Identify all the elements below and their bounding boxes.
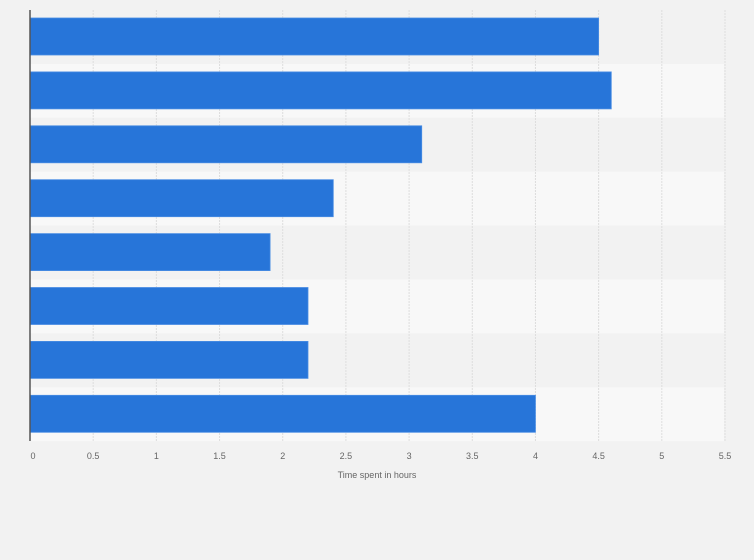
x-tick-label: 1.5 [213, 451, 226, 461]
bars [29, 17, 612, 433]
bar[interactable] [29, 179, 334, 218]
x-tick-label: 3.5 [466, 451, 479, 461]
x-axis-ticks: 0 0.5 1 1.5 2 2.5 3 3.5 4 4.5 5 5.5 [30, 451, 731, 461]
x-tick-label: 0 [30, 451, 35, 461]
bar[interactable] [29, 340, 309, 379]
x-tick-label: 5.5 [719, 451, 732, 461]
x-tick-label: 5 [659, 451, 664, 461]
bar[interactable] [29, 125, 423, 164]
x-tick-label: 4.5 [592, 451, 605, 461]
bar[interactable] [29, 71, 612, 110]
x-tick-label: 4 [533, 451, 538, 461]
bar[interactable] [29, 17, 600, 56]
x-tick-label: 0.5 [87, 451, 100, 461]
x-tick-label: 3 [407, 451, 412, 461]
x-tick-label: 2 [280, 451, 285, 461]
x-tick-label: 1 [154, 451, 159, 461]
x-axis-title: Time spent in hours [338, 470, 417, 480]
bar[interactable] [29, 287, 309, 325]
bar[interactable] [29, 233, 271, 272]
bar[interactable] [29, 394, 536, 433]
x-tick-label: 2.5 [340, 451, 353, 461]
